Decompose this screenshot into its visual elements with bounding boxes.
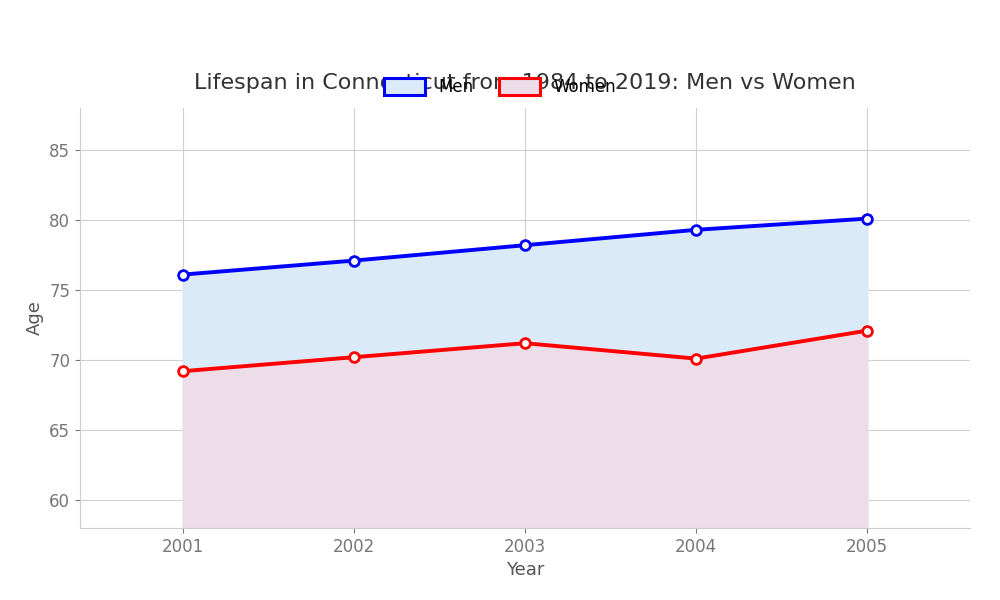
Title: Lifespan in Connecticut from 1984 to 2019: Men vs Women: Lifespan in Connecticut from 1984 to 201… — [194, 73, 856, 92]
Y-axis label: Age: Age — [26, 301, 44, 335]
Legend: Men, Women: Men, Women — [377, 71, 623, 103]
X-axis label: Year: Year — [506, 561, 544, 579]
